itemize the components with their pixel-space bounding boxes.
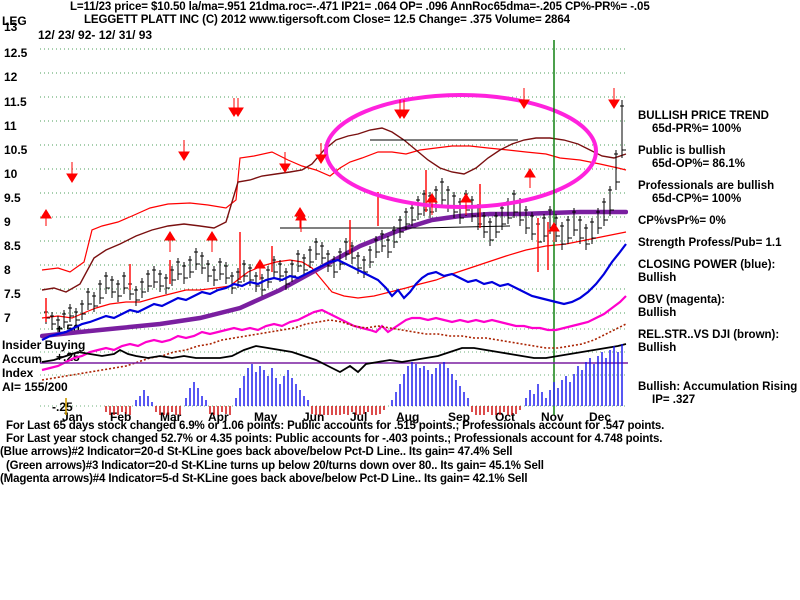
accum-index-readout: AI= 155/200 [2,380,68,394]
professionals-value: 65d-CP%= 100% [652,193,742,205]
accum-label: Accum [2,352,43,366]
strength-ratio-value: Strength Profess/Pub= 1.1 [638,237,782,249]
x-axis-label-aug: Aug [396,410,420,424]
header-company-line: LEGGETT PLATT INC (C) 2012 www.tigersoft… [84,14,570,26]
price-trend-value: 65d-PR%= 100% [652,123,742,135]
x-axis-label-nov: Nov [541,410,564,424]
x-axis-label-sep: Sep [448,410,471,424]
x-axis-label-may: May [254,410,278,424]
y-axis-label-8p5: 8.5 [4,239,21,253]
public-status: Public is bullish [638,145,726,157]
x-axis-label-dec: Dec [589,410,612,424]
date-range-label: 12/ 23/ 92- 12/ 31/ 93 [38,28,153,42]
obv-label: OBV (magenta): [638,294,725,306]
y-axis-label-13: 13 [4,20,18,34]
professionals-status: Professionals are bullish [638,180,775,192]
accumulation-histogram-up [135,344,623,406]
accumulation-histogram-down [105,406,521,415]
sell-signal-arrows [66,88,620,183]
y-axis-label-7: 7 [4,311,11,325]
cp-vs-pr-value: CP%vsPr%= 0% [638,215,726,227]
insider-buying-label: Insider Buying [2,338,86,352]
y-axis-label-10: 10 [4,167,18,181]
footer-notes: For Last 65 days stock changed 6.9% or 1… [0,420,800,486]
x-axis-label-jan: Jan [62,410,83,424]
closing-power-line [41,243,627,341]
price-trend-group: BULLISH PRICE TREND 65d-PR%= 100% [638,110,800,136]
relative-strength-status: Bullish [638,342,677,354]
y-axis-label-11p5: 11.5 [4,95,27,109]
y-axis-label-12p5: 12.5 [4,46,28,60]
accum-axis-label-minus25: -.25 [52,400,73,414]
x-axis-label-jul: Jul [350,410,368,424]
price-trend-status: BULLISH PRICE TREND [638,110,769,122]
indicator-summary-panel: BULLISH PRICE TREND 65d-PR%= 100% Public… [638,110,800,416]
closing-power-group: CLOSING POWER (blue): Bullish [638,259,800,285]
obv-group: OBV (magenta): Bullish [638,294,800,320]
y-axis-label-10p5: 10.5 [4,143,28,157]
cp-vs-pr-group: CP%vsPr%= 0% [638,215,800,228]
x-axis-label-apr: Apr [208,410,229,424]
note-last-year: For Last year stock changed 52.7% or 4.3… [6,433,663,446]
y-axis-label-9: 9 [4,215,11,229]
accumulation-status: Bullish: Accumulation Rising [638,381,798,393]
y-axis-label-11: 11 [4,119,17,133]
obv-line [41,295,627,372]
buy-signal-arrows [40,168,560,280]
header-stats-line: L=11/23 price= $10.50 la/ma=.951 21dma.r… [70,1,650,13]
relative-strength-line [41,319,627,381]
bullish-highlight-ellipse [324,93,598,209]
y-axis-label-7p5: 7.5 [4,287,21,301]
y-axis-label-9p5: 9.5 [4,191,21,205]
subpanel-gridlines [40,328,628,407]
accumulation-group: Bullish: Accumulation Rising IP= .327 [638,381,800,407]
closing-power-status: Bullish [638,272,677,284]
ticker-symbol: LEG [2,14,27,28]
professionals-group: Professionals are bullish 65d-CP%= 100% [638,180,800,206]
price-band-lines [41,145,627,319]
moving-average-purple [40,209,628,339]
ip-smoothing-line [41,343,627,374]
note-65-day: For Last 65 days stock changed 6.9% or 1… [6,420,665,432]
ip-value: IP= .327 [652,394,696,406]
public-group: Public is bullish 65d-OP%= 86.1% [638,145,800,171]
closing-power-label: CLOSING POWER (blue): [638,259,776,271]
relative-strength-label: REL.STR..VS DJI (brown): [638,329,780,341]
strength-ratio-group: Strength Profess/Pub= 1.1 [638,237,800,250]
index-label: Index [2,366,34,380]
y-axis-label-12: 12 [4,70,18,84]
public-value: 65d-OP%= 86.1% [652,158,746,170]
note-blue-arrows: (Blue arrows)#2 Indicator=20-d St-KLine … [0,446,513,459]
obv-status: Bullish [638,307,677,319]
x-axis-label-jun: Jun [303,410,325,424]
trend-line-brown [41,127,627,293]
relative-strength-group: REL.STR..VS DJI (brown): Bullish [638,329,800,355]
y-axis-label-8: 8 [4,263,11,277]
chart-plot-area[interactable] [40,40,628,415]
note-green-arrows: (Green arrows)#3 Indicator=20-d St-KLine… [6,459,544,472]
note-magenta-arrows: (Magenta arrows)#4 Indicator=5-d St-KLin… [0,472,528,485]
